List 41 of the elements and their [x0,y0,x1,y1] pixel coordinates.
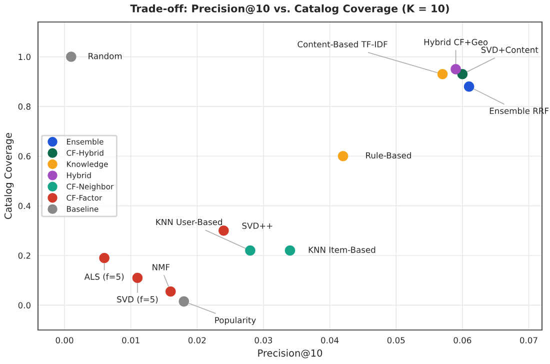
annotation: Popularity [215,316,256,325]
point [132,272,143,283]
y-tick-label: 0.6 [18,153,31,160]
point [245,245,256,256]
point [338,150,348,162]
annotation: KNN User-Based [156,218,222,226]
point [178,296,190,307]
y-tick-label: 0.0 [18,302,30,308]
x-axis-title: Precision@10 [258,349,322,358]
annotation: SVD+Content [481,46,538,53]
x-tick-label: 0.02 [188,337,206,344]
x-tick-label: 0.00 [56,337,74,344]
annotation: Hybrid CF+Geo [424,38,488,47]
annotation: Content-Based TF-IDF [298,40,388,48]
y-axis-title: Catalog Coverage [4,133,14,219]
point [464,81,474,92]
y-tick-label: 1.0 [18,54,30,60]
point [66,52,76,62]
y-tick-label: 0.8 [18,103,30,110]
point [450,64,461,74]
y-tick-label: 0.4 [18,202,31,210]
annotation: SVD (f=5) [117,296,158,304]
point [284,245,296,256]
x-tick-label: 0.07 [520,337,538,344]
x-tick-label: 0.05 [387,337,405,344]
point [218,225,229,236]
annotation: KNN Item-Based [308,246,376,253]
point [437,69,448,80]
annotation: Rule-Based [366,152,411,159]
point [99,252,110,264]
annotation: NMF [152,264,170,270]
chart-title: Trade-off: Precision@10 vs. Catalog Coverage (K = 10) [130,4,449,15]
y-tick-label: 0.2 [18,252,30,259]
annotation: SVD++ [242,222,272,229]
x-tick-label: 0.01 [122,337,140,344]
x-tick-label: 0.04 [321,337,339,344]
x-tick-label: 0.06 [454,337,472,344]
annotation: ALS (f=5) [84,273,124,281]
annotation: Random [88,52,122,60]
point [165,286,176,297]
x-tick-label: 0.03 [254,337,272,344]
